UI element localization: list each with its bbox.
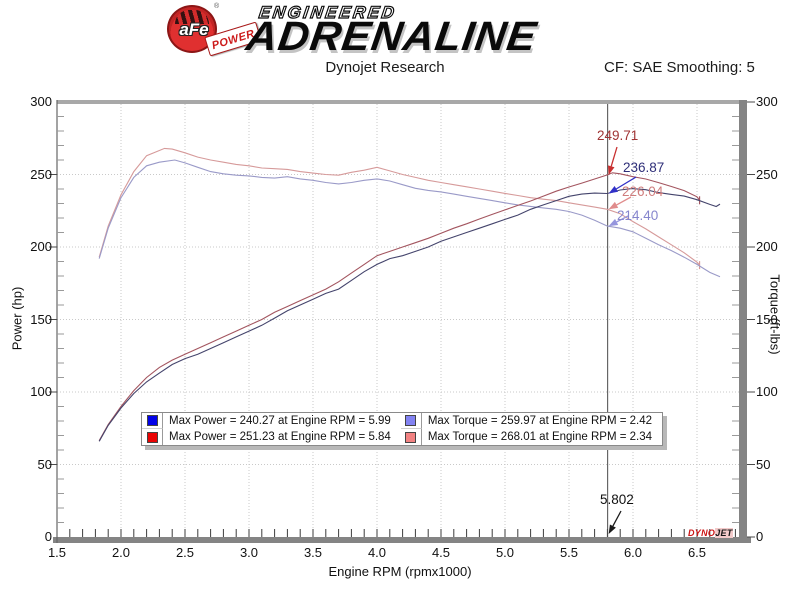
x-tick-label: 6.5	[687, 545, 707, 560]
legend-entry: Max Torque = 259.97 at Engine RPM = 2.42	[400, 413, 662, 429]
chart-title: Dynojet Research	[325, 59, 445, 76]
x-tick-label: 4.5	[431, 545, 451, 560]
swatch-cell	[142, 429, 163, 445]
x-tick-label: 3.5	[303, 545, 323, 560]
x-tick-label: 5.0	[495, 545, 515, 560]
x-tick-label: 6.0	[623, 545, 643, 560]
grid-lines	[57, 104, 739, 537]
legend-entry: Max Power = 240.27 at Engine RPM = 5.99	[142, 413, 401, 429]
y-tick-label-power: 300	[30, 94, 52, 109]
brand-header: aFe ® POWER ENGINEERED ADRENALINE	[0, 0, 800, 59]
cursor-rpm-label: 5.802	[600, 492, 634, 507]
cursor-value-power-run1: 236.87	[623, 160, 665, 175]
torque-run1-swatch	[405, 415, 417, 426]
y-tick-label-power: 250	[30, 166, 52, 182]
legend-entry: Max Torque = 268.01 at Engine RPM = 2.34	[400, 429, 662, 445]
axis-spines	[53, 100, 751, 543]
y-tick-label-power: 150	[30, 311, 52, 327]
power-run1-blue-curve	[98, 188, 721, 442]
legend-entry-text: Max Power = 251.23 at Engine RPM = 5.84	[169, 431, 391, 443]
afe-aperture-icon	[175, 10, 209, 24]
y-tick-label-torque: 300	[756, 94, 778, 109]
y-tick-label-power: 200	[30, 239, 52, 254]
y-tick-label-power: 0	[44, 529, 52, 544]
swatch-cell	[400, 413, 422, 429]
y-tick-label-torque: 150	[756, 311, 778, 327]
y-tick-label-torque: 0	[756, 529, 764, 544]
legend-power-column: Max Power = 240.27 at Engine RPM = 5.99 …	[142, 413, 401, 445]
y-tick-label-power: 100	[30, 384, 52, 399]
power-run2-swatch	[146, 431, 158, 443]
torque-run1-blue-curve	[98, 159, 721, 278]
x-tick-label: 2.5	[175, 545, 195, 560]
x-tick-label: 1.5	[47, 545, 67, 560]
legend-entry-text: Max Power = 240.27 at Engine RPM = 5.99	[169, 415, 391, 427]
cursor-value-torque-run2: 226.04	[622, 184, 664, 199]
axis-ticks	[49, 101, 755, 538]
x-axis-title: Engine RPM (rpmx1000)	[328, 564, 472, 579]
y-tick-label-torque: 50	[756, 456, 771, 472]
swatch-cell	[400, 429, 422, 445]
x-tick-label: 2.0	[111, 545, 131, 560]
x-tick-label: 3.0	[239, 545, 259, 560]
torque-run2-swatch	[405, 431, 417, 443]
power-run2-red-curve	[98, 172, 701, 441]
legend-entry: Max Power = 251.23 at Engine RPM = 5.84	[142, 429, 401, 445]
registered-mark: ®	[214, 3, 220, 10]
torque-run2-red-curve	[98, 147, 701, 266]
dynojet-watermark-red: DYNO	[688, 528, 716, 538]
y-tick-label-torque: 250	[756, 166, 778, 182]
legend-entry-text: Max Torque = 268.01 at Engine RPM = 2.34	[427, 431, 653, 443]
afe-power-logo: aFe	[167, 5, 217, 53]
dyno-curves	[98, 147, 721, 442]
legend-entry-text: Max Torque = 259.97 at Engine RPM = 2.42	[427, 415, 653, 427]
cursor-value-power-run2: 249.71	[597, 128, 639, 143]
dynojet-watermark-dark: JET	[715, 528, 733, 538]
swatch-cell	[142, 413, 163, 429]
annotation-arrows	[607, 146, 637, 534]
dynojet-watermark: DYNOJET	[688, 528, 733, 538]
x-tick-label: 5.5	[559, 545, 579, 560]
y-tick-label-power: 50	[37, 456, 52, 472]
afe-logo-text: aFe	[179, 20, 209, 39]
smoothing-setting-label: CF: SAE Smoothing: 5	[604, 59, 755, 76]
cursor-value-torque-run1: 214.40	[617, 208, 659, 223]
legend-torque-column: Max Torque = 259.97 at Engine RPM = 2.42…	[400, 413, 662, 445]
x-tick-label: 4.0	[367, 545, 387, 560]
power-run1-swatch	[146, 415, 158, 426]
legend-box: Max Power = 240.27 at Engine RPM = 5.99 …	[141, 412, 664, 446]
y-tick-label-torque: 100	[756, 384, 778, 399]
y-tick-label-torque: 200	[756, 239, 778, 254]
